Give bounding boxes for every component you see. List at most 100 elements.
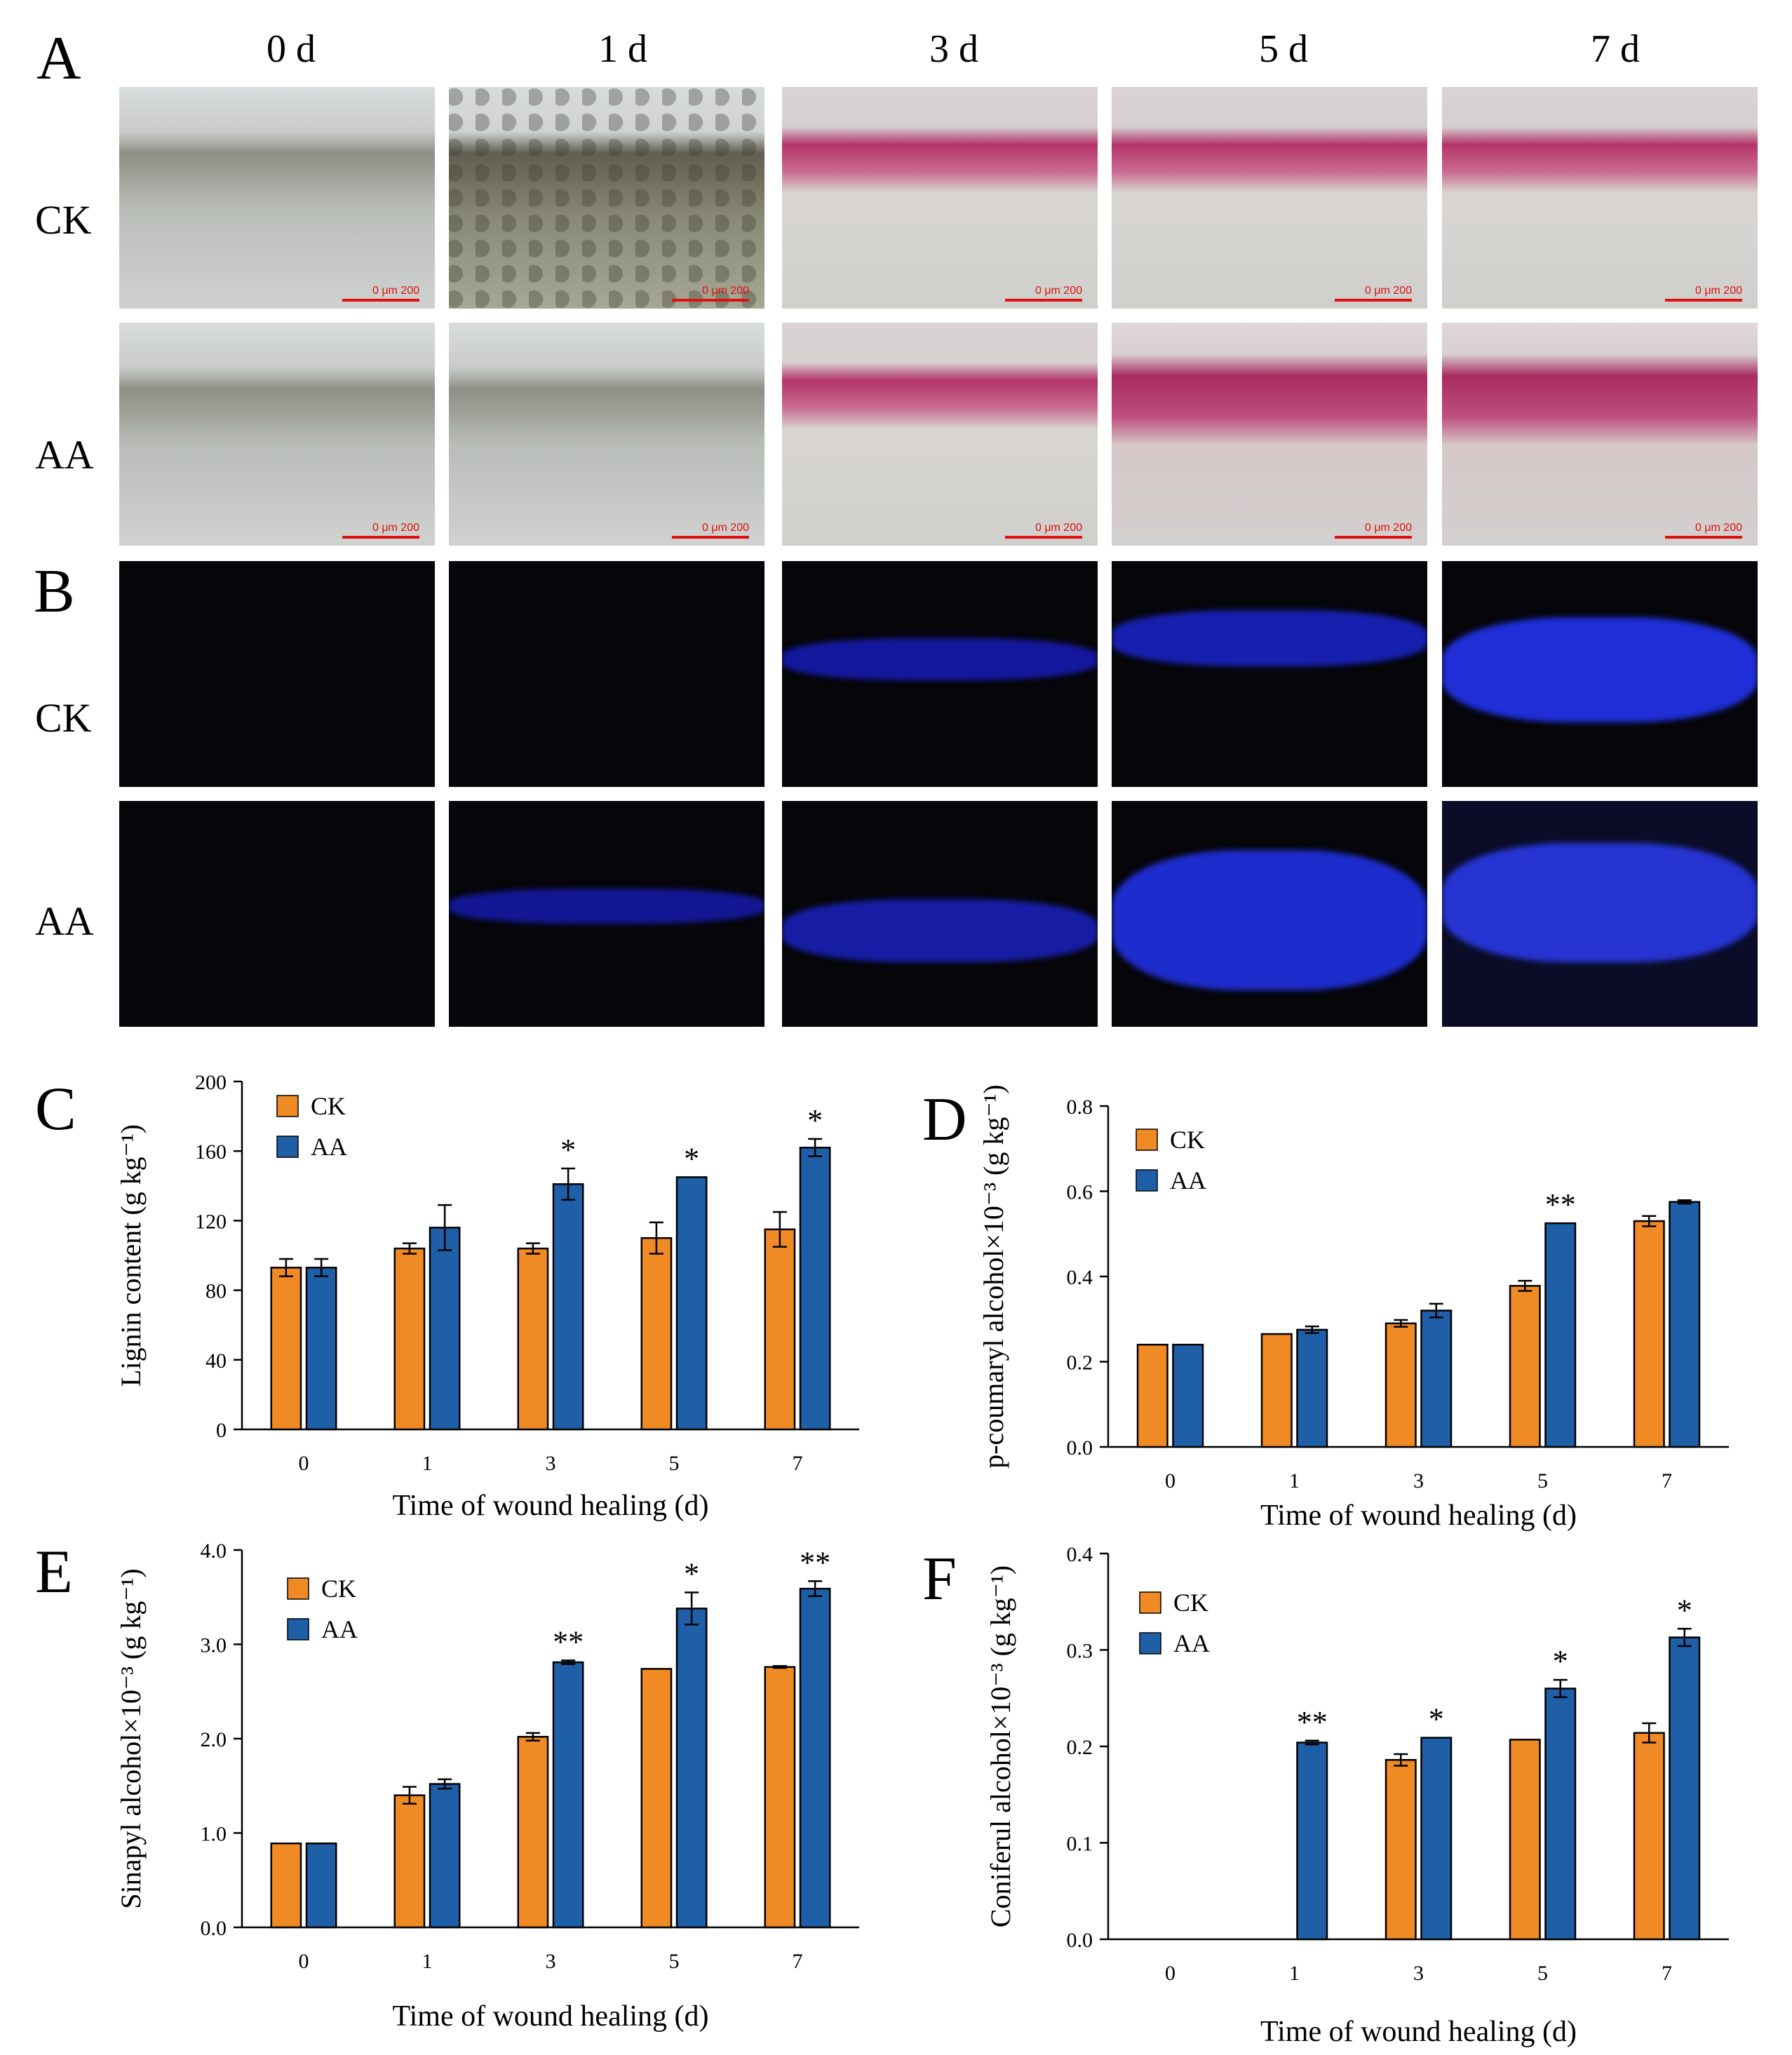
bar-aa-1	[1296, 1328, 1328, 1448]
bar-ck-0	[1136, 1343, 1168, 1448]
bar-ck-3	[517, 1247, 549, 1431]
y-tick-label: 0	[216, 1419, 227, 1442]
bar-ck-3	[1385, 1322, 1417, 1448]
bar-ck-5	[1509, 1285, 1541, 1448]
bar-ck-1	[393, 1247, 426, 1431]
x-tick-label: 5	[669, 1452, 680, 1475]
micrograph-ck-7d: 0 μm 200	[1442, 87, 1758, 309]
bar-ck-3	[517, 1736, 549, 1929]
row-label-b-ck: CK	[35, 695, 92, 741]
micrograph-aa-0d: 0 μm 200	[119, 323, 435, 546]
fluorescence-ck-0d	[119, 561, 435, 787]
panel-letter-f: F	[922, 1545, 957, 1613]
legend-swatch-ck	[1139, 1591, 1161, 1614]
significance-marker: **	[553, 1624, 584, 1659]
micrograph-aa-1d: 0 μm 200	[449, 323, 764, 546]
y-tick-label: 0.0	[201, 1917, 227, 1940]
chart-c: C 0 40 80 120 160 200 0 1 * 3 * 5 * 7 CK AA Time of wound…	[35, 1071, 859, 1522]
bar-aa-1	[429, 1227, 461, 1431]
x-tick-label: 0	[299, 1452, 309, 1475]
bar-aa-3	[552, 1661, 584, 1929]
y-axis-label: Sinapyl alcohol×10⁻³ (g kg⁻¹)	[115, 1568, 147, 1908]
x-tick-label: 1	[422, 1950, 433, 1973]
micrograph-ck-5d: 0 μm 200	[1112, 87, 1427, 309]
panel-letter-e: E	[35, 1538, 73, 1606]
micrograph-ck-1d: 0 μm 200	[449, 87, 764, 309]
x-tick-label: 3	[1413, 1469, 1424, 1493]
bar-aa-7	[1669, 1201, 1701, 1448]
bar-ck-1	[1260, 1333, 1293, 1448]
legend-swatch-ck	[1136, 1128, 1158, 1151]
significance-marker: *	[807, 1103, 823, 1138]
y-tick-label: 4.0	[201, 1539, 227, 1563]
x-tick-label: 5	[669, 1950, 680, 1973]
bar-ck-1	[393, 1794, 426, 1929]
y-tick-label: 0.0	[1067, 1929, 1093, 1952]
significance-marker: *	[560, 1133, 576, 1167]
bar-ck-5	[640, 1237, 673, 1431]
x-tick-label: 3	[1413, 1962, 1424, 1985]
bar-aa-5	[675, 1176, 708, 1431]
bar-aa-3	[1420, 1309, 1453, 1448]
x-tick-label: 7	[793, 1950, 803, 1973]
panel-letter-a: A	[36, 25, 81, 93]
bar-aa-0	[305, 1267, 337, 1431]
y-tick-label: 80	[206, 1280, 227, 1303]
legend-label-ck: CK	[1173, 1589, 1208, 1617]
bar-aa-5	[675, 1608, 708, 1929]
x-tick-label: 7	[1662, 1962, 1672, 1985]
panel-letter-d: D	[922, 1086, 967, 1154]
y-axis-label: Coniferul alcohol×10⁻³ (g kg⁻¹)	[985, 1565, 1016, 1927]
y-tick-label: 160	[195, 1140, 227, 1164]
fluorescence-ck-1d	[449, 561, 764, 787]
x-tick-label: 7	[1662, 1469, 1672, 1493]
bar-aa-3	[1420, 1737, 1453, 1941]
chart-f: F 0.0 0.1 0.2 0.3 0.4 0 ** 1 * 3 * 5 * 7 CK AA Time of wo…	[922, 1543, 1729, 2048]
legend-label-aa: AA	[321, 1615, 358, 1643]
micrograph-aa-7d: 0 μm 200	[1442, 323, 1758, 546]
y-tick-label: 3.0	[201, 1634, 227, 1657]
y-tick-label: 200	[195, 1071, 227, 1094]
legend-swatch-ck	[287, 1577, 309, 1600]
micrograph-ck-0d: 0 μm 200	[119, 87, 435, 309]
y-tick-label: 0.2	[1067, 1352, 1093, 1375]
bar-aa-5	[1544, 1222, 1577, 1448]
bar-aa-7	[799, 1587, 831, 1929]
x-tick-label: 3	[546, 1950, 556, 1973]
x-tick-label: 7	[793, 1452, 803, 1475]
legend-label-ck: CK	[321, 1575, 356, 1603]
bar-ck-5	[1509, 1739, 1541, 1941]
bar-aa-0	[305, 1842, 337, 1929]
bar-ck-3	[1385, 1759, 1417, 1941]
x-tick-label: 1	[1289, 1469, 1300, 1493]
x-axis-label: Time of wound healing (d)	[1260, 2016, 1577, 2048]
bar-aa-1	[1296, 1741, 1328, 1941]
fluorescence-aa-3d	[782, 801, 1098, 1027]
micrograph-ck-3d: 0 μm 200	[782, 87, 1098, 309]
fluorescence-aa-1d	[449, 801, 764, 1027]
y-tick-label: 0.2	[1067, 1736, 1093, 1759]
x-tick-label: 0	[1165, 1962, 1175, 1985]
significance-marker: *	[684, 1141, 699, 1175]
x-axis-label: Time of wound healing (d)	[392, 2000, 708, 2033]
y-tick-label: 0.8	[1067, 1096, 1093, 1119]
significance-marker: *	[1677, 1593, 1692, 1627]
significance-marker: *	[684, 1557, 699, 1591]
column-label-5d: 5 d	[1259, 27, 1308, 71]
x-tick-label: 1	[422, 1452, 433, 1475]
legend-label-aa: AA	[311, 1133, 347, 1161]
y-tick-label: 120	[195, 1210, 227, 1233]
row-label-a-ck: CK	[35, 197, 92, 243]
x-tick-label: 5	[1537, 1962, 1548, 1985]
micrograph-aa-5d: 0 μm 200	[1112, 323, 1427, 546]
bar-aa-3	[552, 1183, 584, 1431]
y-tick-label: 0.4	[1067, 1543, 1093, 1566]
bar-aa-7	[799, 1146, 831, 1431]
bar-ck-7	[764, 1228, 796, 1431]
legend-swatch-aa	[1136, 1169, 1158, 1192]
fluorescence-ck-3d	[782, 561, 1098, 787]
x-axis-label: Time of wound healing (d)	[392, 1490, 708, 1522]
panel-letter-c: C	[35, 1075, 76, 1143]
fluorescence-ck-7d	[1442, 561, 1758, 787]
y-tick-label: 0.1	[1067, 1833, 1093, 1856]
